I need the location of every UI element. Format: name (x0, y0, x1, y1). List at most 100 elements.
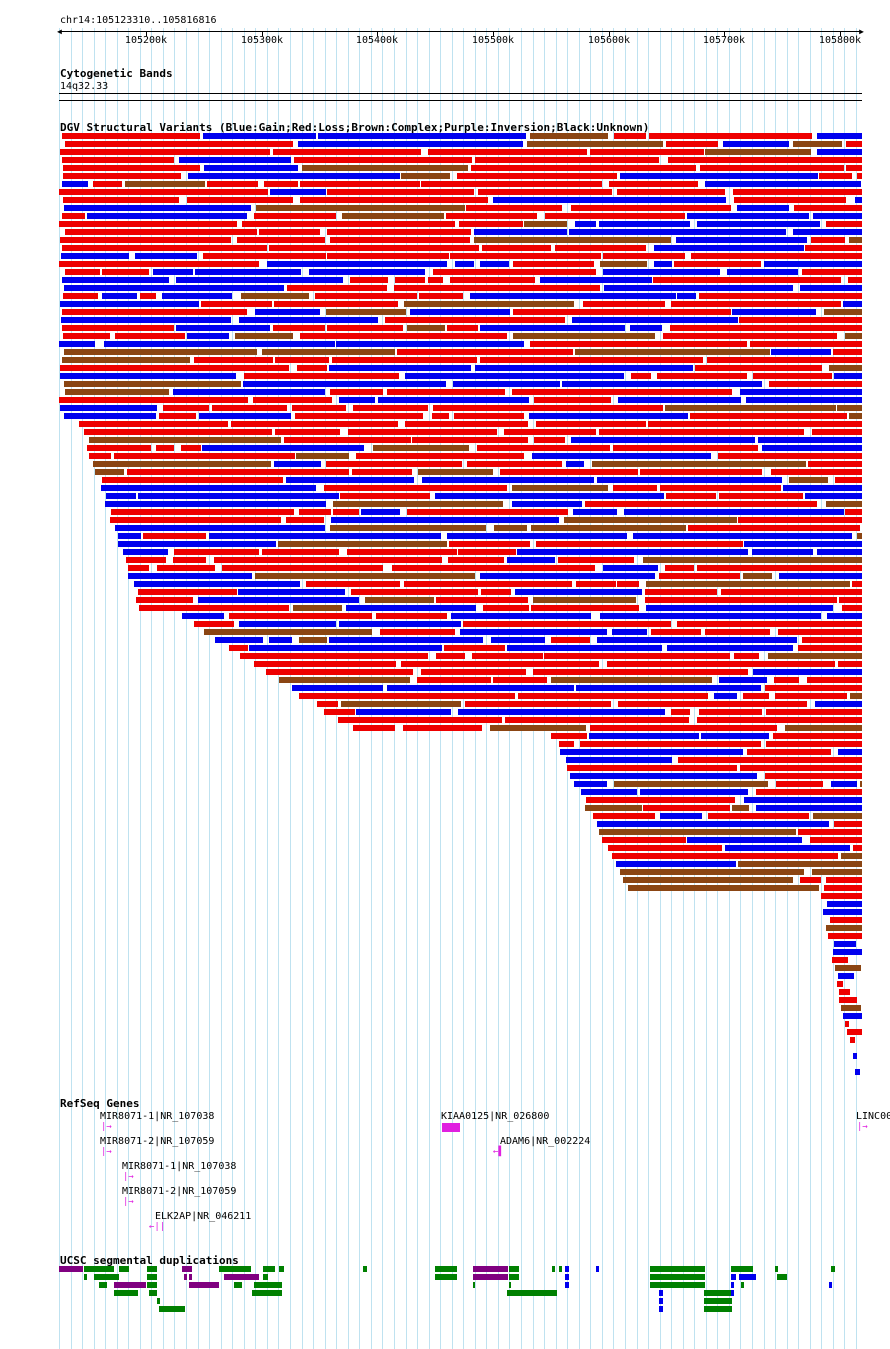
structural-variant[interactable] (480, 261, 509, 267)
structural-variant[interactable] (788, 477, 828, 483)
structural-variant[interactable] (654, 245, 804, 251)
structural-variant[interactable] (559, 741, 574, 747)
gene-strand-arrow-icon[interactable]: ←|| (149, 1222, 166, 1232)
structural-variant[interactable] (294, 157, 472, 163)
structural-variant[interactable] (837, 405, 862, 411)
structural-variant[interactable] (490, 725, 586, 731)
structural-variant[interactable] (62, 213, 85, 219)
structural-variant[interactable] (450, 253, 601, 259)
structural-variant[interactable] (433, 405, 663, 411)
segmental-duplication[interactable] (650, 1274, 705, 1280)
structural-variant[interactable] (188, 173, 400, 179)
structural-variant[interactable] (118, 533, 141, 539)
structural-variant[interactable] (326, 309, 406, 315)
structural-variant[interactable] (471, 165, 696, 171)
structural-variant[interactable] (646, 581, 850, 587)
structural-variant[interactable] (300, 197, 488, 203)
structural-variant[interactable] (244, 373, 399, 379)
structural-variant[interactable] (707, 357, 862, 363)
structural-variant[interactable] (63, 333, 110, 339)
structural-variant[interactable] (699, 293, 862, 299)
structural-variant[interactable] (480, 357, 703, 363)
structural-variant[interactable] (540, 277, 652, 283)
structural-variant[interactable] (266, 669, 413, 675)
structural-variant[interactable] (60, 149, 270, 155)
structural-variant[interactable] (254, 213, 336, 219)
structural-variant[interactable] (176, 277, 343, 283)
structural-variant[interactable] (607, 661, 835, 667)
structural-variant[interactable] (104, 341, 335, 347)
structural-variant[interactable] (447, 533, 627, 539)
structural-variant[interactable] (273, 325, 325, 331)
structural-variant[interactable] (589, 733, 699, 739)
segmental-duplication[interactable] (114, 1290, 138, 1296)
refseq-track-title[interactable]: RefSeq Genes (60, 1097, 140, 1110)
structural-variant[interactable] (628, 885, 819, 891)
structural-variant[interactable] (309, 269, 425, 275)
segmental-duplication[interactable] (119, 1266, 129, 1272)
segdup-track[interactable] (59, 1266, 862, 1326)
structural-variant[interactable] (140, 293, 156, 299)
structural-variant[interactable] (513, 309, 731, 315)
structural-variant[interactable] (853, 1053, 857, 1059)
segmental-duplication[interactable] (739, 1274, 756, 1280)
structural-variant[interactable] (387, 389, 505, 395)
structural-variant[interactable] (778, 573, 862, 579)
structural-variant[interactable] (826, 501, 862, 507)
gene-label[interactable]: MIR8071-1|NR_107038 (100, 1111, 215, 1122)
structural-variant[interactable] (517, 549, 748, 555)
gene-label[interactable]: LINC00 (856, 1111, 890, 1122)
structural-variant[interactable] (466, 461, 562, 467)
structural-variant[interactable] (616, 861, 736, 867)
structural-variant[interactable] (644, 589, 717, 595)
structural-variant[interactable] (663, 333, 837, 339)
structural-variant[interactable] (277, 541, 447, 547)
structural-variant[interactable] (65, 229, 257, 235)
structural-variant[interactable] (839, 989, 850, 995)
structural-variant[interactable] (153, 269, 193, 275)
structural-variant[interactable] (86, 445, 151, 451)
structural-variant[interactable] (356, 709, 451, 715)
structural-variant[interactable] (187, 333, 229, 339)
structural-variant[interactable] (833, 349, 862, 355)
segmental-duplication[interactable] (731, 1282, 734, 1288)
gene-label[interactable]: KIAA0125|NR_026800 (441, 1111, 550, 1122)
structural-variant[interactable] (810, 837, 862, 843)
structural-variant[interactable] (480, 589, 511, 595)
structural-variant[interactable] (460, 629, 607, 635)
structural-variant[interactable] (428, 149, 587, 155)
structural-variant[interactable] (532, 453, 711, 459)
structural-variant[interactable] (292, 605, 342, 611)
structural-variant[interactable] (723, 141, 789, 147)
structural-variant[interactable] (834, 477, 862, 483)
structural-variant[interactable] (174, 549, 259, 555)
segmental-duplication[interactable] (147, 1274, 157, 1280)
structural-variant[interactable] (463, 621, 671, 627)
structural-variant[interactable] (585, 501, 817, 507)
structural-variant[interactable] (665, 565, 694, 571)
structural-variant[interactable] (478, 189, 612, 195)
segmental-duplication[interactable] (565, 1266, 569, 1272)
structural-variant[interactable] (432, 413, 449, 419)
structural-variant[interactable] (566, 757, 672, 763)
structural-variant[interactable] (618, 701, 807, 707)
structural-variant[interactable] (325, 461, 462, 467)
structural-variant[interactable] (534, 437, 565, 443)
structural-variant[interactable] (832, 957, 848, 963)
structural-variant[interactable] (640, 789, 748, 795)
gene-strand-arrow-icon[interactable]: |→ (123, 1172, 134, 1182)
structural-variant[interactable] (213, 557, 442, 563)
structural-variant[interactable] (821, 893, 862, 899)
segmental-duplication[interactable] (731, 1290, 734, 1296)
structural-variant[interactable] (737, 205, 789, 211)
structural-variant[interactable] (834, 941, 856, 947)
structural-variant[interactable] (575, 349, 770, 355)
structural-variant[interactable] (136, 597, 193, 603)
structural-variant[interactable] (372, 445, 469, 451)
structural-variant[interactable] (240, 653, 428, 659)
structural-variant[interactable] (231, 421, 398, 427)
structural-variant[interactable] (826, 221, 862, 227)
structural-variant[interactable] (829, 917, 862, 923)
structural-variant[interactable] (829, 365, 862, 371)
segmental-duplication[interactable] (99, 1282, 107, 1288)
